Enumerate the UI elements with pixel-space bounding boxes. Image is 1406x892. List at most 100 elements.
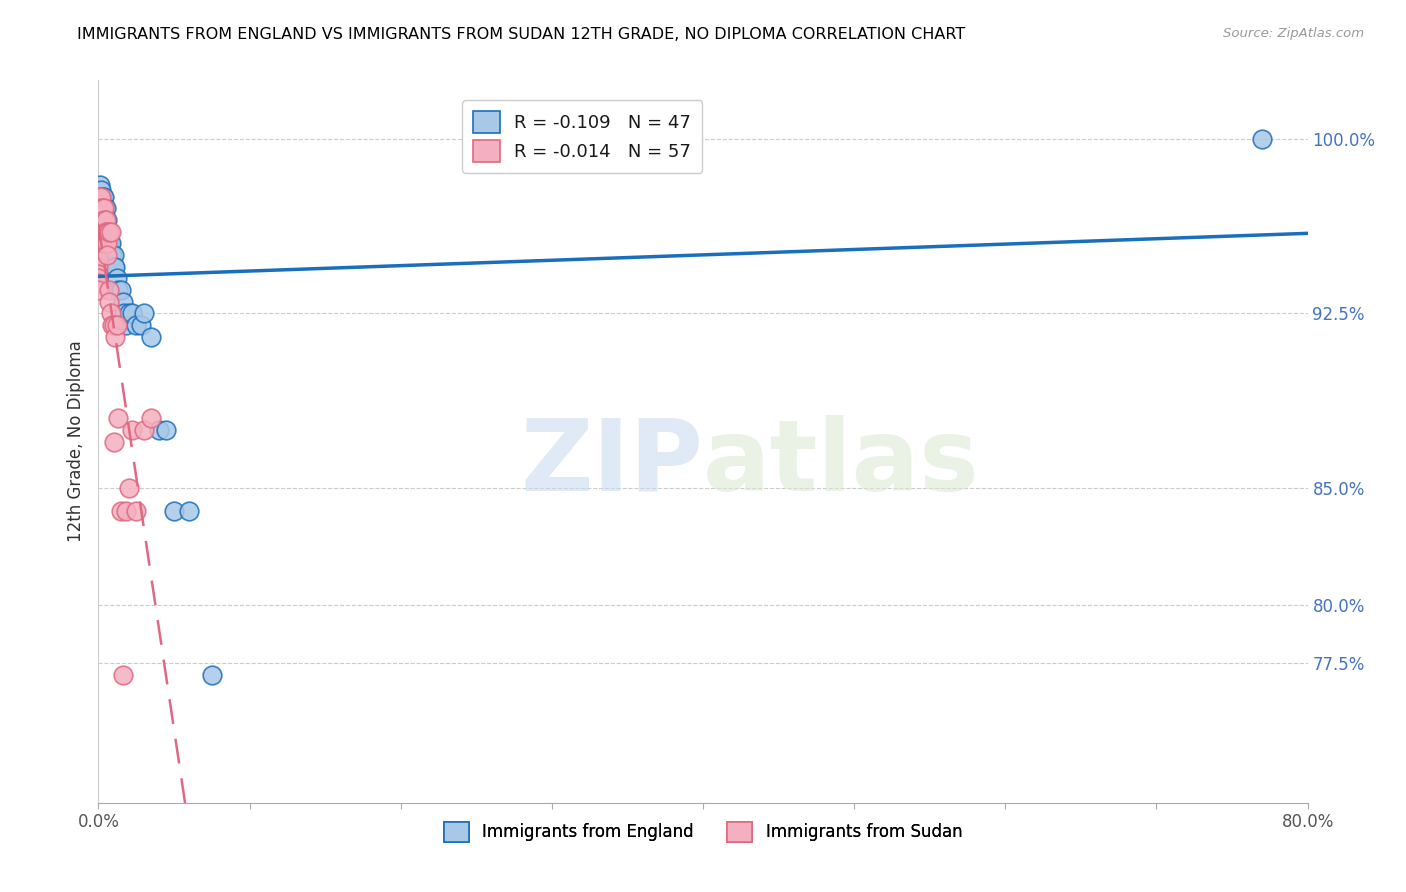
Point: [125, 504, 148, 518]
Point: [87, 190, 110, 204]
Point: [98, 283, 121, 297]
Point: [94, 225, 117, 239]
Point: [1251, 131, 1274, 145]
Point: [87, 190, 110, 204]
Point: [107, 283, 129, 297]
Point: [121, 306, 143, 320]
Point: [107, 411, 129, 425]
Point: [91, 213, 114, 227]
Point: [91, 190, 114, 204]
Point: [93, 202, 115, 216]
Text: Source: ZipAtlas.com: Source: ZipAtlas.com: [1223, 27, 1364, 40]
Point: [132, 306, 155, 320]
Point: [93, 213, 115, 227]
Point: [96, 225, 118, 239]
Point: [90, 202, 112, 216]
Point: [141, 329, 163, 343]
Legend: Immigrants from England, Immigrants from Sudan: Immigrants from England, Immigrants from…: [437, 815, 969, 848]
Point: [110, 283, 132, 297]
Text: ZIP: ZIP: [520, 415, 703, 512]
Point: [118, 306, 141, 320]
Point: [93, 202, 115, 216]
Point: [91, 202, 114, 216]
Point: [96, 213, 118, 227]
Point: [121, 423, 143, 437]
Point: [100, 248, 122, 262]
Point: [98, 225, 121, 239]
Point: [87, 213, 110, 227]
Point: [129, 318, 152, 332]
Point: [87, 271, 110, 285]
Point: [89, 190, 111, 204]
Point: [125, 318, 148, 332]
Point: [87, 206, 110, 220]
Point: [91, 225, 114, 239]
Point: [87, 196, 110, 211]
Point: [105, 271, 128, 285]
Point: [89, 225, 111, 239]
Point: [90, 225, 112, 239]
Point: [104, 260, 127, 274]
Point: [112, 306, 135, 320]
Point: [94, 236, 117, 251]
Point: [100, 225, 122, 239]
Point: [93, 225, 115, 239]
Point: [89, 213, 111, 227]
Point: [111, 667, 134, 681]
Text: atlas: atlas: [703, 415, 980, 512]
Point: [90, 190, 112, 204]
Point: [103, 318, 125, 332]
Point: [114, 504, 136, 518]
Point: [90, 202, 112, 216]
Point: [103, 260, 125, 274]
Point: [101, 248, 124, 262]
Point: [90, 183, 112, 197]
Text: IMMIGRANTS FROM ENGLAND VS IMMIGRANTS FROM SUDAN 12TH GRADE, NO DIPLOMA CORRELAT: IMMIGRANTS FROM ENGLAND VS IMMIGRANTS FR…: [77, 27, 966, 42]
Point: [105, 318, 128, 332]
Point: [87, 202, 110, 216]
Point: [101, 260, 124, 274]
Point: [103, 434, 125, 449]
Point: [93, 236, 115, 251]
Point: [93, 213, 115, 227]
Point: [96, 248, 118, 262]
Point: [87, 248, 110, 262]
Point: [93, 190, 115, 204]
Point: [87, 267, 110, 281]
Point: [87, 252, 110, 267]
Point: [179, 504, 201, 518]
Point: [96, 236, 118, 251]
Point: [87, 244, 110, 258]
Point: [89, 190, 111, 204]
Point: [155, 423, 177, 437]
Point: [87, 225, 110, 239]
Point: [87, 202, 110, 216]
Point: [87, 229, 110, 244]
Point: [87, 260, 110, 274]
Point: [90, 190, 112, 204]
Point: [163, 504, 186, 518]
Point: [118, 481, 141, 495]
Point: [87, 283, 110, 297]
Point: [94, 225, 117, 239]
Point: [100, 236, 122, 251]
Point: [114, 318, 136, 332]
Point: [132, 423, 155, 437]
Point: [87, 276, 110, 290]
Point: [100, 306, 122, 320]
Point: [87, 213, 110, 227]
Point: [101, 318, 124, 332]
Y-axis label: 12th Grade, No Diploma: 12th Grade, No Diploma: [66, 341, 84, 542]
Point: [98, 236, 121, 251]
Point: [148, 423, 170, 437]
Point: [98, 225, 121, 239]
Point: [91, 202, 114, 216]
Point: [111, 294, 134, 309]
Point: [141, 411, 163, 425]
Point: [201, 667, 224, 681]
Point: [110, 504, 132, 518]
Point: [89, 202, 111, 216]
Point: [87, 236, 110, 251]
Point: [94, 213, 117, 227]
Point: [96, 236, 118, 251]
